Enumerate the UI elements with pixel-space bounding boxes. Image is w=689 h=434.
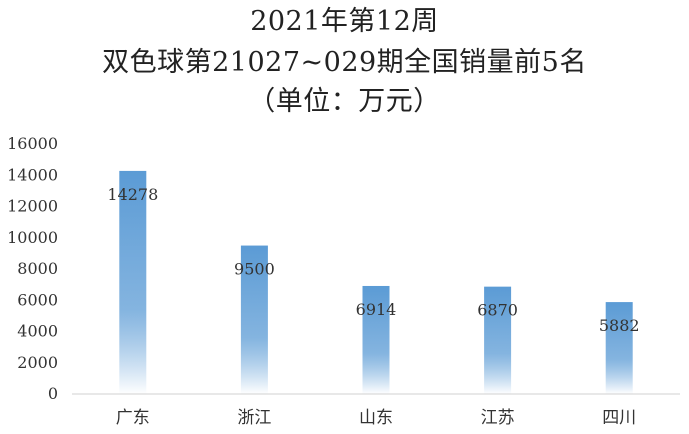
y-tick-label: 0 — [48, 384, 58, 403]
data-label: 6914 — [356, 300, 397, 319]
y-tick-label: 4000 — [17, 322, 58, 341]
y-tick-label: 8000 — [17, 259, 58, 278]
bar-浙江 — [240, 245, 268, 394]
chart-title-line-2: 双色球第21027~029期全国销量前5名 — [102, 47, 587, 78]
x-axis: 广东 浙江 山东 江苏 四川 — [72, 393, 680, 428]
data-labels-group: 14278 9500 6914 6870 5882 — [107, 185, 639, 335]
bars-group — [119, 170, 633, 394]
chart-title-line-1: 2021年第12周 — [250, 6, 439, 37]
y-tick-label: 14000 — [7, 165, 58, 184]
x-tick-label: 广东 — [116, 408, 150, 428]
bar-广东 — [119, 170, 147, 394]
data-label: 9500 — [234, 260, 275, 279]
y-tick-label: 10000 — [7, 228, 58, 247]
data-label: 14278 — [107, 185, 158, 204]
y-tick-label: 16000 — [7, 134, 58, 153]
chart-title-line-3: （单位：万元） — [248, 86, 441, 117]
x-tick-label: 江苏 — [481, 408, 515, 428]
x-tick-label: 四川 — [602, 408, 636, 428]
y-tick-label: 2000 — [17, 353, 58, 372]
data-label: 5882 — [599, 316, 640, 335]
x-tick-label: 山东 — [359, 408, 393, 428]
x-tick-label: 浙江 — [237, 408, 271, 428]
y-axis: 0 2000 4000 6000 8000 10000 12000 14000 16000 — [7, 134, 58, 403]
bar-四川 — [605, 302, 633, 394]
bar-江苏 — [484, 286, 512, 394]
y-tick-label: 12000 — [7, 197, 58, 216]
data-label: 6870 — [477, 301, 518, 320]
bar-山东 — [362, 285, 390, 394]
y-tick-label: 6000 — [17, 290, 58, 309]
